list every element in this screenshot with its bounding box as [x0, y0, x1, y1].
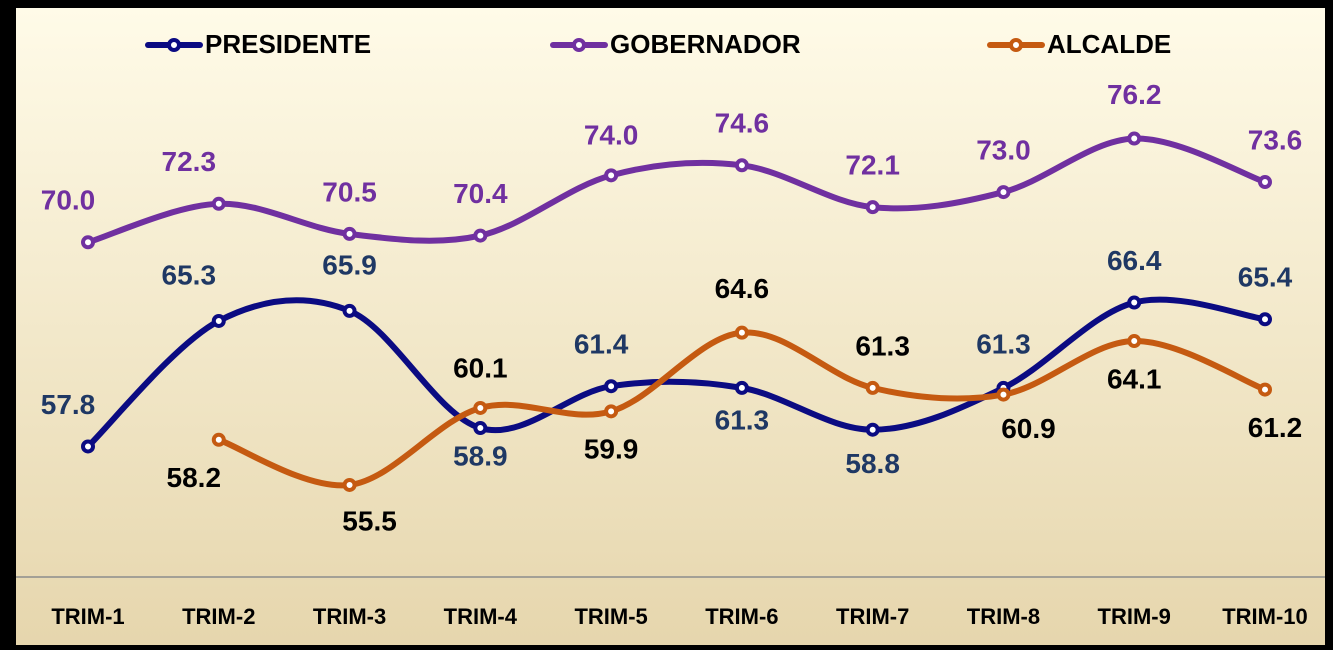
point-marker: [1127, 295, 1142, 310]
x-tick-label: TRIM-3: [313, 604, 386, 629]
data-label: 66.4: [1107, 245, 1162, 276]
legend-label: ALCALDE: [1047, 29, 1171, 59]
data-label: 64.6: [715, 273, 770, 304]
point-marker: [211, 432, 226, 447]
data-label: 70.5: [322, 176, 377, 207]
data-label: 64.1: [1107, 363, 1162, 394]
legend-marker: [1009, 38, 1023, 52]
data-label: 76.2: [1107, 79, 1162, 110]
point-marker: [342, 477, 357, 492]
point-marker: [996, 387, 1011, 402]
point-marker: [996, 185, 1011, 200]
x-tick-label: TRIM-2: [182, 604, 255, 629]
point-marker: [1127, 334, 1142, 349]
legend-label: GOBERNADOR: [610, 29, 801, 59]
data-label: 57.8: [41, 389, 96, 420]
plot-background: [16, 8, 1325, 645]
data-label: 55.5: [342, 505, 397, 536]
x-tick-label: TRIM-8: [967, 604, 1040, 629]
point-marker: [211, 196, 226, 211]
point-marker: [734, 158, 749, 173]
data-label: 65.9: [322, 249, 377, 280]
legend-label: PRESIDENTE: [205, 29, 371, 59]
data-label: 72.3: [162, 146, 217, 177]
point-marker: [865, 380, 880, 395]
point-marker: [1258, 382, 1272, 397]
data-label: 73.0: [976, 134, 1031, 165]
x-tick-label: TRIM-9: [1098, 604, 1171, 629]
legend-marker: [167, 38, 181, 52]
point-marker: [1127, 131, 1142, 146]
x-tick-label: TRIM-4: [444, 604, 518, 629]
point-marker: [342, 226, 357, 241]
point-marker: [342, 303, 357, 318]
x-tick-label: TRIM-6: [705, 604, 778, 629]
point-marker: [865, 422, 880, 437]
data-label: 61.3: [976, 328, 1031, 359]
point-marker: [1258, 175, 1272, 190]
point-marker: [734, 325, 749, 340]
x-tick-label: TRIM-1: [51, 604, 124, 629]
data-label: 61.2: [1248, 412, 1303, 443]
data-label: 70.4: [453, 178, 508, 209]
point-marker: [604, 168, 619, 183]
data-label: 59.9: [584, 434, 639, 465]
point-marker: [734, 380, 749, 395]
point-marker: [211, 313, 226, 328]
point-marker: [81, 439, 95, 454]
x-tick-label: TRIM-5: [574, 604, 647, 629]
data-label: 74.0: [584, 120, 639, 151]
x-tick-label: TRIM-7: [836, 604, 909, 629]
data-label: 65.3: [162, 259, 217, 290]
data-label: 61.3: [855, 330, 910, 361]
data-label: 58.2: [167, 462, 222, 493]
point-marker: [604, 379, 619, 394]
data-label: 61.4: [574, 329, 629, 360]
data-label: 65.4: [1238, 262, 1293, 293]
data-label: 74.6: [715, 108, 770, 139]
legend-marker: [572, 38, 586, 52]
point-marker: [81, 235, 95, 250]
data-label: 58.9: [453, 440, 508, 471]
series-line: [85, 296, 1266, 449]
data-label: 58.8: [845, 448, 900, 479]
data-label: 70.0: [41, 185, 96, 216]
series-line: [87, 135, 1267, 246]
data-label: 60.9: [1001, 413, 1056, 444]
point-marker: [865, 200, 880, 215]
x-tick-label: TRIM-10: [1222, 604, 1308, 629]
point-marker: [604, 404, 619, 419]
point-marker: [473, 228, 488, 243]
data-label: 61.3: [715, 404, 770, 435]
data-label: 60.1: [453, 352, 508, 383]
data-label: 72.1: [845, 150, 900, 181]
point-marker: [473, 400, 488, 415]
point-marker: [1258, 312, 1272, 327]
data-label: 73.6: [1248, 124, 1303, 155]
point-marker: [473, 421, 488, 436]
